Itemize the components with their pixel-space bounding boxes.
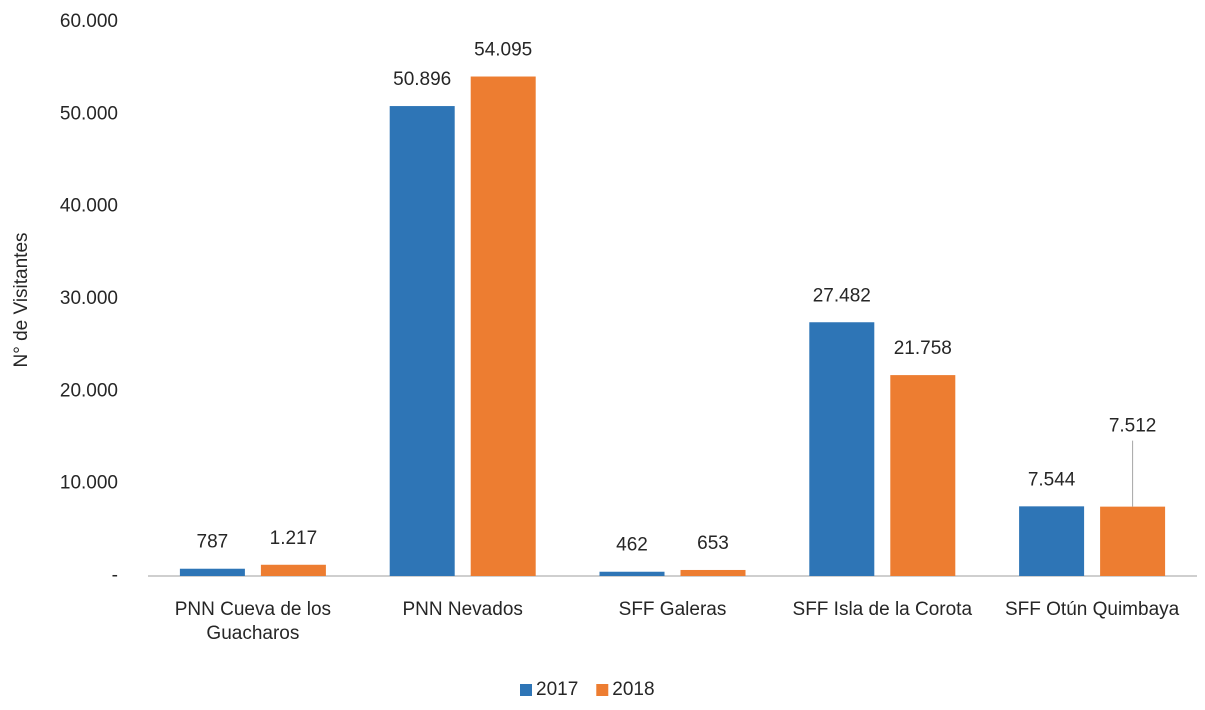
bar bbox=[680, 569, 746, 576]
x-tick-label: SFF Galeras bbox=[618, 599, 727, 620]
value-label: 27.482 bbox=[813, 285, 871, 306]
value-label: 7.544 bbox=[1028, 469, 1076, 490]
value-label: 7.512 bbox=[1109, 416, 1157, 437]
y-tick-label: 30.000 bbox=[60, 288, 118, 309]
bar bbox=[389, 106, 455, 576]
value-label: 21.758 bbox=[894, 338, 952, 359]
value-label: 787 bbox=[197, 532, 229, 553]
value-label: 1.217 bbox=[270, 528, 318, 549]
bar bbox=[179, 568, 245, 576]
legend-label: 2017 bbox=[536, 679, 578, 700]
x-tick-label: SFF Isla de la Corota bbox=[792, 599, 973, 620]
value-label: 54.095 bbox=[474, 40, 532, 61]
bar bbox=[470, 76, 536, 577]
x-tick-label: SFF Otún Quimbaya bbox=[1004, 599, 1180, 620]
bar bbox=[599, 571, 665, 576]
x-tick-label: PNN Cueva de los Guacharos bbox=[174, 599, 332, 644]
legend-swatch bbox=[520, 684, 532, 696]
y-tick-label: 60.000 bbox=[60, 11, 118, 32]
value-label: 653 bbox=[697, 533, 729, 554]
y-axis-label: N° de Visitantes bbox=[11, 232, 32, 367]
bar bbox=[890, 375, 956, 576]
bar bbox=[809, 322, 875, 576]
x-tick-label: PNN Nevados bbox=[402, 599, 523, 620]
legend-swatch bbox=[596, 684, 609, 696]
y-tick-label: 50.000 bbox=[60, 103, 118, 124]
value-label: 50.896 bbox=[393, 69, 451, 90]
y-tick-label: 10.000 bbox=[60, 473, 118, 494]
y-tick-label: 40.000 bbox=[60, 196, 118, 217]
value-label: 462 bbox=[616, 535, 648, 556]
y-tick-label: - bbox=[112, 565, 118, 586]
bar bbox=[1019, 506, 1085, 576]
y-tick-label: 20.000 bbox=[60, 380, 118, 401]
bar bbox=[260, 564, 326, 576]
legend-label: 2018 bbox=[612, 679, 654, 700]
bar bbox=[1100, 506, 1166, 576]
